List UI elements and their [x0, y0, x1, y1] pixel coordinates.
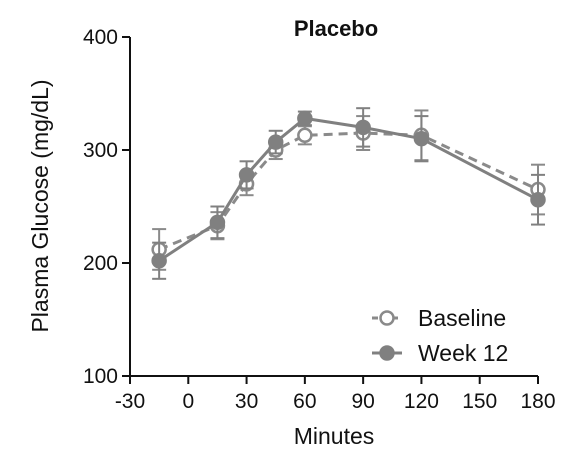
y-tick-label: 100: [83, 365, 118, 388]
x-tick-label: 30: [235, 390, 258, 413]
data-point: [238, 167, 255, 183]
x-tick-label: 60: [293, 390, 316, 413]
data-point: [413, 130, 430, 147]
axes: 100 200 300 400 -30 0 30 60 90 120 150 180: [83, 26, 556, 413]
data-point: [267, 134, 284, 150]
data-point: [355, 119, 371, 136]
series-baseline: [151, 109, 546, 271]
y-tick-label: 400: [83, 26, 118, 49]
x-tick-label: 180: [520, 390, 555, 413]
legend-label: Baseline: [418, 305, 506, 331]
y-tick-label: 200: [83, 252, 118, 275]
series-week-12: [151, 107, 546, 280]
data-point: [209, 214, 226, 231]
series-line: [158, 116, 539, 262]
data-point: [297, 127, 313, 144]
x-tick-label: 0: [182, 390, 194, 413]
x-axis-title: Minutes: [294, 423, 375, 449]
data-point: [151, 252, 167, 269]
data-point: [530, 191, 546, 208]
x-tick-label: 150: [462, 390, 497, 413]
chart-title: Placebo: [294, 16, 378, 41]
legend: Baseline Week 12: [372, 305, 508, 366]
legend-marker: [379, 310, 395, 326]
legend-label: Week 12: [418, 340, 508, 366]
y-axis-title: Plasma Glucose (mg/dL): [27, 79, 53, 332]
x-tick-label: -30: [115, 390, 145, 413]
data-point: [297, 110, 313, 127]
plot-area: [151, 107, 546, 280]
x-tick-label: 120: [404, 390, 439, 413]
y-tick-label: 300: [83, 139, 118, 162]
legend-marker: [379, 345, 395, 361]
x-tick-label: 90: [351, 390, 374, 413]
